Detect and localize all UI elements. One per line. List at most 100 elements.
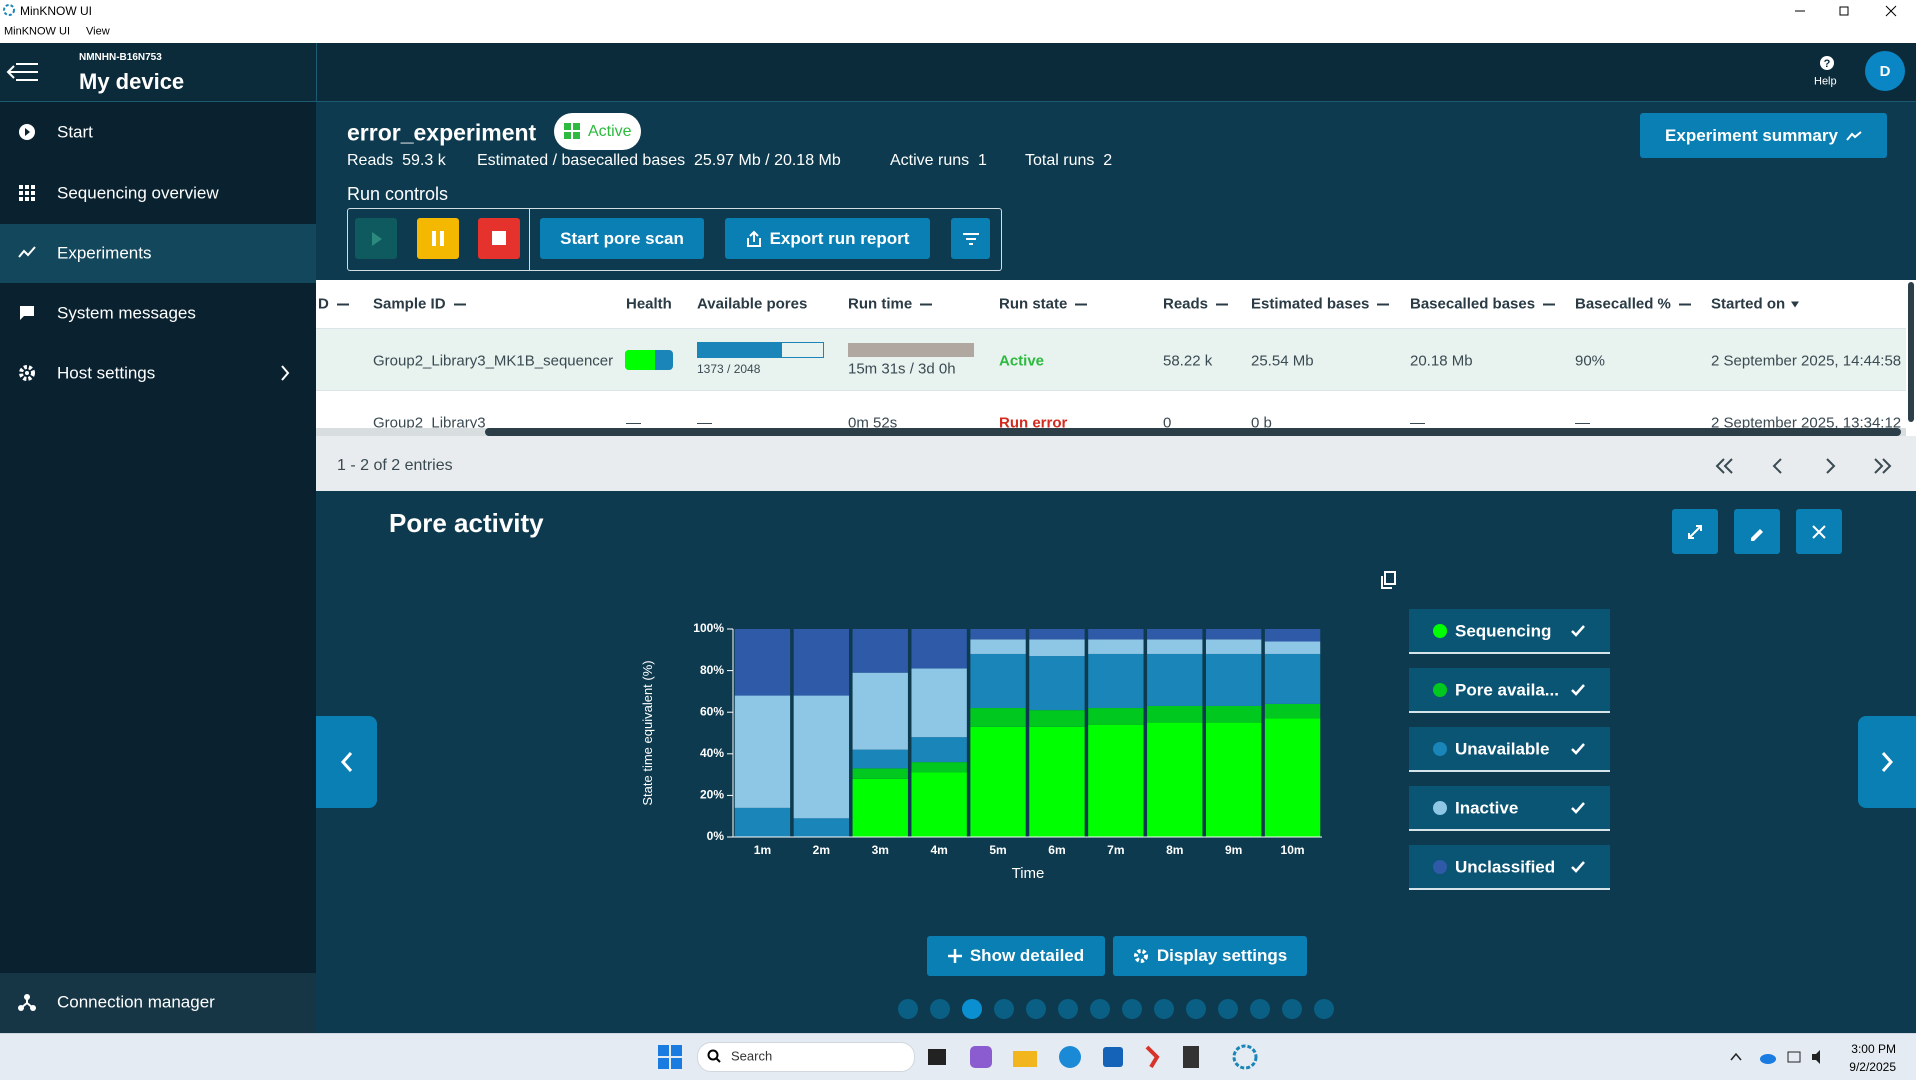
connection-icon — [18, 994, 36, 1011]
column-header[interactable]: Run time — [848, 297, 933, 312]
help-icon[interactable]: ? — [1819, 55, 1835, 71]
cell: 0 b — [1251, 414, 1272, 432]
pagination-controls[interactable] — [1715, 456, 1905, 476]
sidebar-item[interactable]: Start — [57, 122, 93, 142]
stat-label: Reads — [347, 152, 394, 169]
pores-label: 1373 / 2048 — [697, 362, 761, 376]
column-header[interactable]: Health — [626, 295, 672, 313]
settings-icon — [19, 365, 35, 381]
start-icon — [19, 124, 35, 140]
h-scroll-thumb[interactable] — [485, 428, 1901, 436]
next-panel[interactable] — [1858, 716, 1916, 808]
column-header[interactable]: Reads — [1163, 295, 1229, 313]
cell: 25.54 Mb — [1251, 352, 1314, 370]
start-menu[interactable] — [658, 1045, 682, 1069]
taskbar — [0, 1033, 1916, 1080]
menu-item[interactable]: View — [86, 25, 110, 38]
check-mark — [1571, 861, 1585, 873]
legend-item[interactable]: Inactive — [1409, 786, 1610, 831]
expand-button[interactable] — [1672, 509, 1718, 554]
bar-segment — [1147, 705, 1203, 723]
bar-segment — [734, 695, 791, 808]
filter-icon — [962, 232, 979, 245]
y-tick-label: 0% — [707, 829, 725, 843]
column-header[interactable]: Available pores — [697, 295, 808, 313]
chevron-right[interactable] — [280, 364, 290, 382]
taskbar-apps[interactable] — [925, 1043, 1265, 1071]
export-run-report-button[interactable]: Export run report — [725, 218, 930, 259]
sidebar-item[interactable]: Experiments — [57, 243, 152, 263]
previous-panel[interactable] — [316, 716, 377, 808]
help-label[interactable]: Help — [1814, 75, 1837, 88]
button-label: Experiment summary — [1665, 125, 1838, 145]
column-label: D — [318, 295, 329, 313]
pause-button[interactable] — [417, 218, 459, 259]
carousel-dots[interactable] — [895, 997, 1340, 1021]
chevron-right — [1881, 752, 1894, 772]
column-header[interactable]: Started on — [1711, 297, 1803, 312]
column-header[interactable]: Estimated bases — [1251, 295, 1390, 313]
avatar[interactable]: D — [1865, 51, 1905, 91]
menu-item[interactable]: MinKNOW UI — [4, 25, 70, 38]
menu-button[interactable] — [6, 62, 40, 82]
v-scroll-thumb[interactable] — [1908, 282, 1914, 422]
play-icon — [372, 232, 382, 246]
column-header[interactable]: D — [318, 297, 349, 312]
cell: Group2_Library3_MK1B_sequencer — [373, 352, 614, 370]
display-settings-button[interactable]: Display settings — [1113, 936, 1307, 976]
column-label: Estimated bases — [1251, 295, 1370, 313]
column-label: Reads — [1163, 295, 1209, 313]
column-header[interactable]: Basecalled bases — [1410, 297, 1556, 312]
expand-icon — [1688, 524, 1702, 539]
app-icon — [3, 4, 15, 16]
edit-button[interactable] — [1734, 509, 1780, 554]
chevron-left — [340, 752, 352, 772]
x-tick-label: 10m — [1281, 843, 1305, 857]
experiment-summary-button[interactable]: Experiment summary — [1640, 113, 1887, 158]
bar-segment — [852, 778, 908, 837]
device-name: My device — [79, 69, 185, 94]
filter-button[interactable] — [951, 218, 990, 259]
close-button[interactable] — [1796, 509, 1842, 554]
legend-check — [1571, 861, 1585, 873]
experiment-name: error_experiment — [347, 119, 537, 146]
bar-segment — [1088, 639, 1144, 654]
stat-label: Active runs — [890, 152, 970, 169]
bar-segment — [1205, 722, 1262, 837]
y-tick-label: 100% — [693, 621, 724, 635]
button-label: Export run report — [769, 228, 910, 248]
play-button[interactable] — [355, 218, 397, 259]
pagination-bar — [316, 436, 1916, 491]
legend-item[interactable]: Pore availa... — [1409, 668, 1610, 713]
window-title: MinKNOW UI — [20, 4, 92, 18]
svg-text:?: ? — [1824, 58, 1831, 70]
legend-item[interactable]: Sequencing — [1409, 609, 1610, 654]
cell: 20.18 Mb — [1410, 352, 1473, 370]
bar-segment — [793, 695, 850, 819]
sidebar-footer-item[interactable]: Connection manager — [57, 992, 215, 1012]
legend-item[interactable]: Unavailable — [1409, 727, 1610, 772]
stop-icon — [492, 231, 506, 245]
bar-segment — [970, 708, 1026, 727]
search-box[interactable] — [697, 1042, 915, 1072]
column-header[interactable]: Basecalled % — [1575, 297, 1691, 312]
bar-segment — [1264, 641, 1321, 654]
clock-time: 3:00 PM — [1851, 1042, 1896, 1056]
legend-item[interactable]: Unclassified — [1409, 845, 1610, 890]
sidebar-item[interactable]: Host settings — [57, 363, 156, 383]
sidebar-item[interactable]: Sequencing overview — [57, 183, 219, 203]
show-detailed-button[interactable]: Show detailed — [927, 936, 1105, 976]
sidebar-item[interactable]: System messages — [57, 303, 196, 323]
sidebar-selected — [0, 224, 316, 283]
chart-icon — [18, 246, 36, 258]
copy-icon[interactable] — [1381, 571, 1397, 589]
system-tray[interactable] — [1730, 1048, 1830, 1066]
window-controls[interactable] — [1790, 4, 1910, 18]
pagination-label: 1 - 2 of 2 entries — [337, 457, 453, 474]
column-header[interactable]: Sample ID — [373, 297, 466, 312]
search-placeholder: Search — [731, 1048, 773, 1064]
column-header[interactable]: Run state — [999, 297, 1088, 312]
header-divider — [316, 43, 317, 101]
start-pore-scan-button[interactable]: Start pore scan — [540, 218, 704, 259]
stop-button[interactable] — [478, 218, 520, 259]
